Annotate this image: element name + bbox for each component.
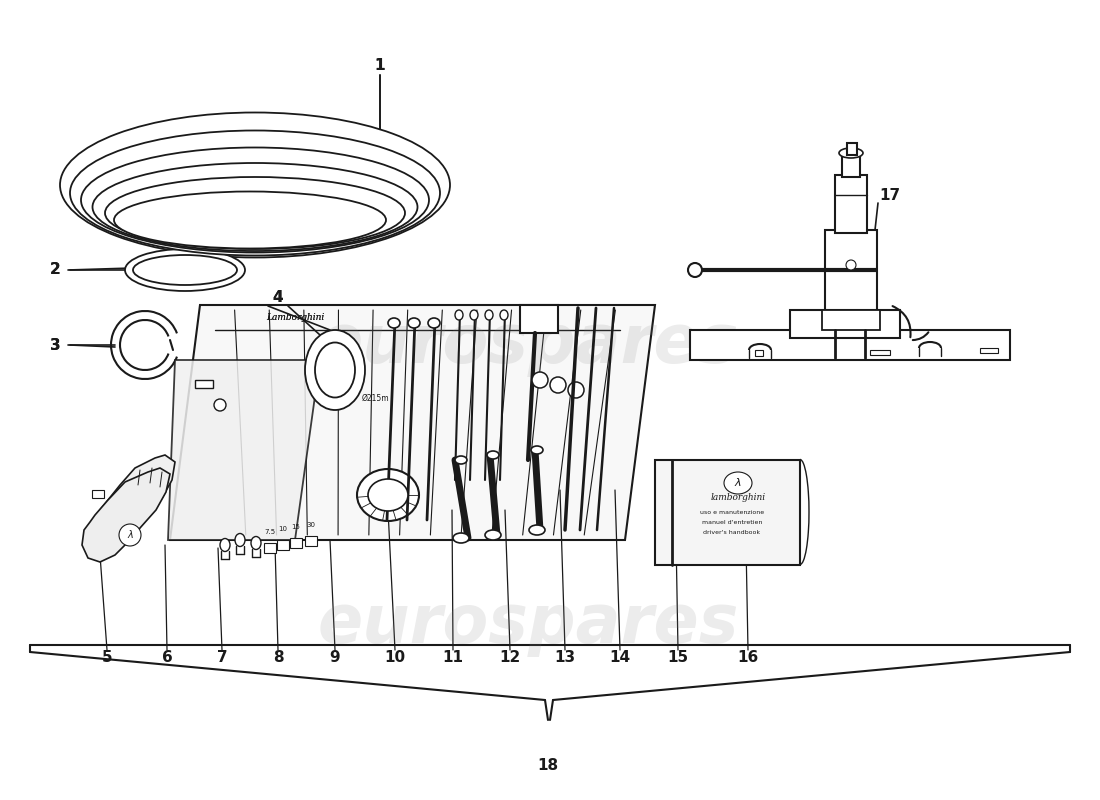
Text: eurospares: eurospares [317, 311, 739, 377]
Bar [847, 143, 857, 155]
Ellipse shape [220, 538, 230, 551]
Ellipse shape [125, 249, 245, 291]
Bar [520, 305, 558, 333]
Text: 15: 15 [668, 650, 689, 666]
Text: eurospares: eurospares [317, 591, 739, 657]
Text: 8: 8 [273, 650, 284, 666]
Ellipse shape [81, 147, 429, 253]
Text: lamborghini: lamborghini [711, 494, 766, 502]
Ellipse shape [408, 318, 420, 328]
Text: Ø215m: Ø215m [361, 394, 388, 402]
Text: 18: 18 [538, 758, 559, 773]
Ellipse shape [485, 530, 501, 540]
Ellipse shape [119, 524, 141, 546]
Polygon shape [790, 310, 900, 338]
Ellipse shape [214, 399, 225, 411]
Ellipse shape [92, 163, 418, 251]
Ellipse shape [251, 537, 261, 550]
Text: λ: λ [735, 478, 741, 488]
Ellipse shape [114, 191, 386, 249]
Ellipse shape [470, 310, 478, 320]
Text: 6: 6 [162, 650, 173, 666]
Polygon shape [170, 305, 654, 540]
Bar [195, 380, 213, 388]
Ellipse shape [568, 382, 584, 398]
Text: 2: 2 [50, 262, 60, 278]
Ellipse shape [235, 534, 245, 546]
Text: Lamborghini: Lamborghini [266, 314, 324, 322]
Ellipse shape [485, 310, 493, 320]
Text: 17: 17 [879, 187, 901, 202]
Bar [835, 175, 867, 233]
Text: uso e manutenzione: uso e manutenzione [700, 510, 764, 514]
Ellipse shape [104, 177, 405, 249]
Text: 1: 1 [375, 58, 385, 73]
Bar [825, 230, 877, 310]
Ellipse shape [60, 113, 450, 258]
Ellipse shape [550, 377, 566, 393]
Bar [305, 536, 317, 546]
Ellipse shape [388, 318, 400, 328]
Text: manuel d'entretien: manuel d'entretien [702, 519, 762, 525]
Ellipse shape [453, 533, 469, 543]
Ellipse shape [688, 263, 702, 277]
Ellipse shape [455, 310, 463, 320]
Polygon shape [654, 460, 800, 565]
Ellipse shape [358, 469, 419, 521]
Text: 5: 5 [101, 650, 112, 666]
Text: 4: 4 [273, 290, 284, 306]
Polygon shape [82, 468, 170, 562]
Text: 16: 16 [737, 650, 759, 666]
Ellipse shape [133, 255, 236, 285]
Text: 30: 30 [307, 522, 316, 528]
Ellipse shape [846, 260, 856, 270]
Polygon shape [690, 330, 1010, 360]
Text: 3: 3 [50, 338, 60, 353]
Text: 9: 9 [330, 650, 340, 666]
Bar [277, 540, 289, 550]
Text: 7: 7 [217, 650, 228, 666]
Polygon shape [95, 455, 175, 550]
Text: 1: 1 [375, 58, 385, 73]
Polygon shape [168, 360, 320, 540]
Text: 3: 3 [50, 338, 60, 353]
Ellipse shape [487, 451, 499, 459]
Bar [980, 348, 998, 353]
Text: 12: 12 [499, 650, 520, 666]
Text: driver's handbook: driver's handbook [703, 530, 760, 534]
Text: 13: 13 [554, 650, 575, 666]
Ellipse shape [532, 372, 548, 388]
Ellipse shape [70, 130, 440, 255]
Text: Lamborghini: Lamborghini [266, 314, 324, 322]
Bar [264, 543, 276, 553]
Text: 14: 14 [609, 650, 630, 666]
Bar [870, 350, 890, 355]
Ellipse shape [368, 479, 408, 511]
Ellipse shape [529, 525, 544, 535]
Bar [755, 350, 763, 356]
Ellipse shape [724, 472, 752, 494]
Ellipse shape [305, 330, 365, 410]
Text: 4: 4 [273, 290, 284, 306]
Text: 10: 10 [384, 650, 406, 666]
Text: 15: 15 [292, 524, 300, 530]
Bar [822, 310, 880, 330]
Bar [92, 490, 104, 498]
Bar [290, 538, 303, 548]
Text: 7.5: 7.5 [264, 529, 276, 535]
Bar [842, 155, 860, 177]
Text: 2: 2 [50, 262, 60, 278]
Ellipse shape [500, 310, 508, 320]
Text: 11: 11 [442, 650, 463, 666]
Ellipse shape [531, 446, 543, 454]
Ellipse shape [428, 318, 440, 328]
Text: λ: λ [128, 530, 133, 540]
Text: 10: 10 [278, 526, 287, 532]
Ellipse shape [455, 456, 468, 464]
Ellipse shape [839, 148, 864, 158]
Ellipse shape [315, 342, 355, 398]
